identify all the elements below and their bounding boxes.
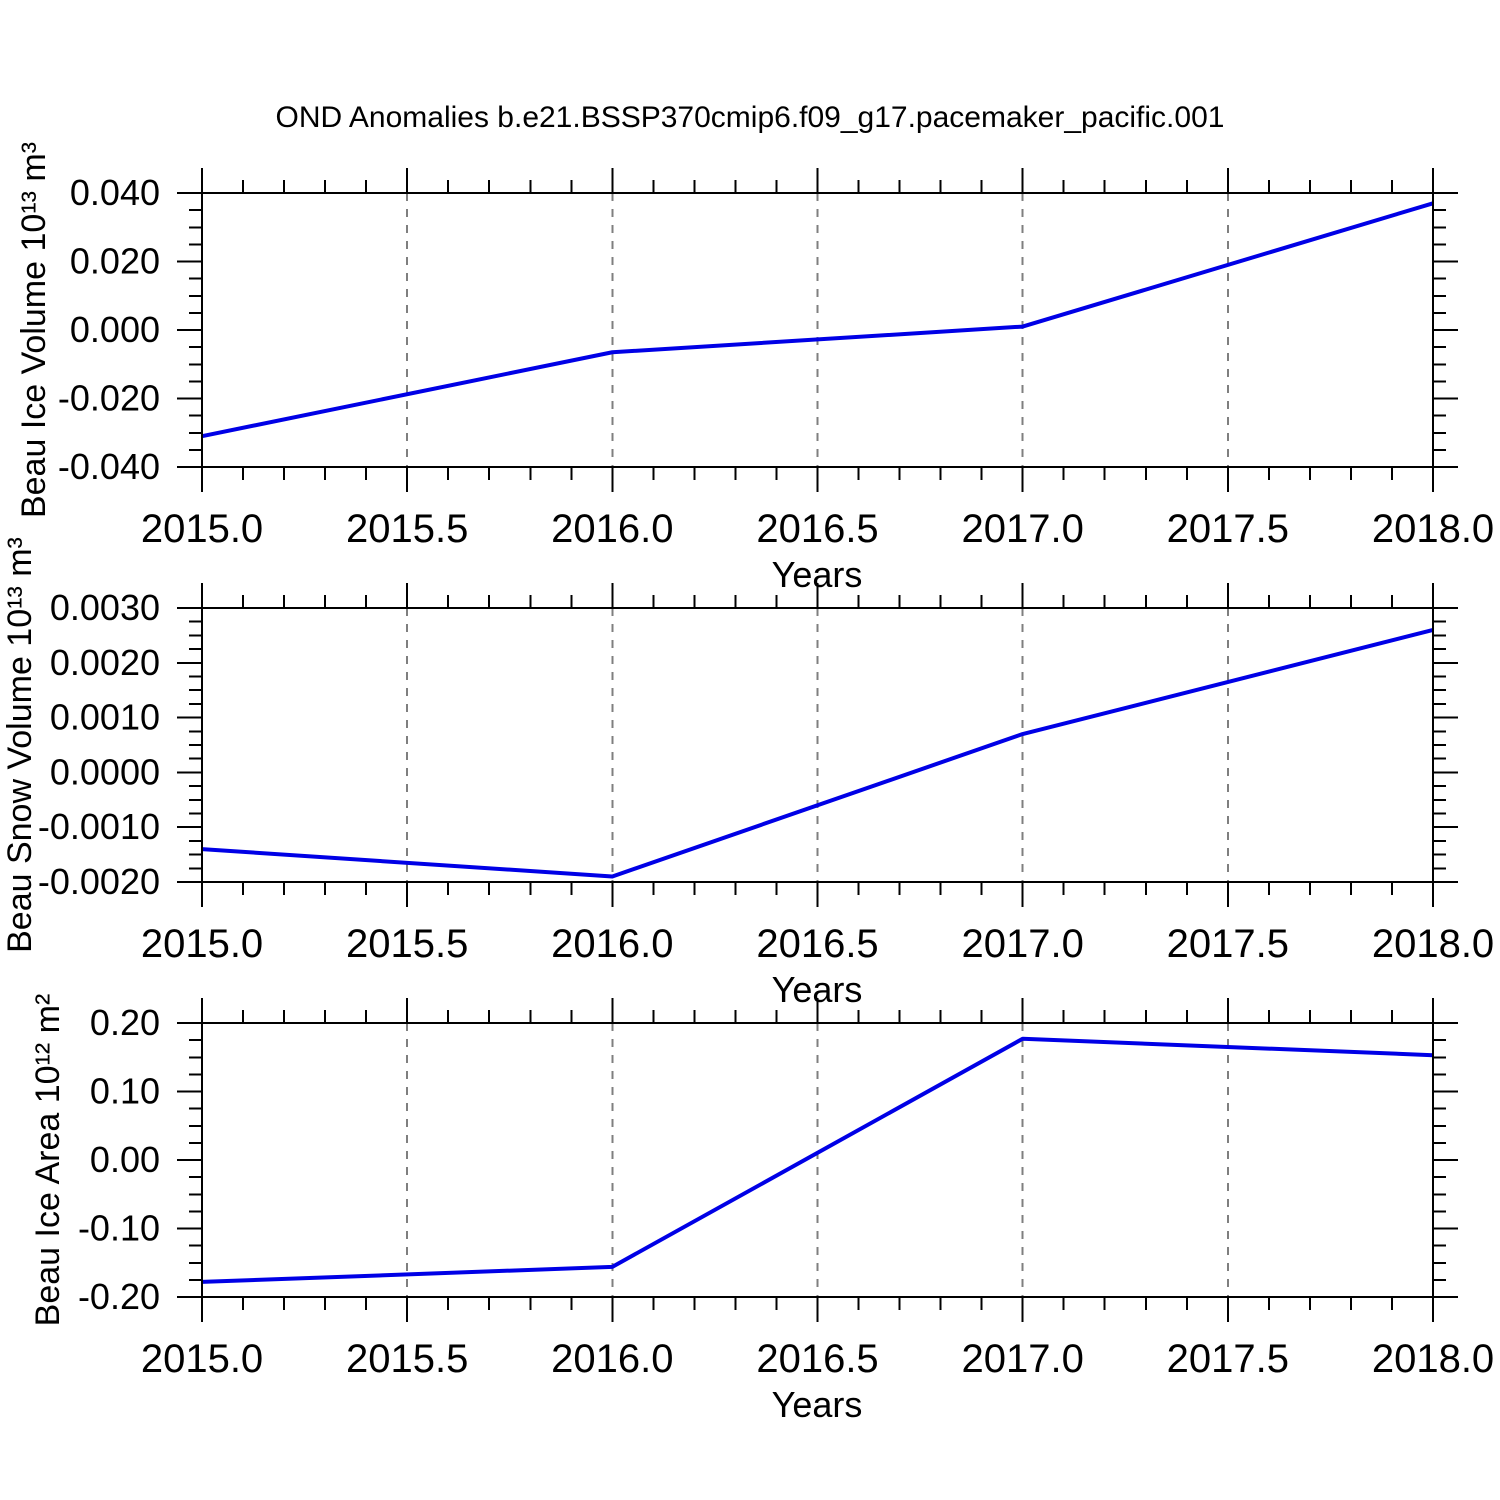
svg-text:-0.0020: -0.0020 xyxy=(38,861,160,902)
data-line xyxy=(201,201,1434,439)
x-tick-labels: 2015.0 2015.5 2016.0 2016.5 2017.0 2017.5 2018… xyxy=(141,922,1494,966)
svg-text:2018.0: 2018.0 xyxy=(1372,507,1494,551)
frame xyxy=(201,1022,1434,1298)
svg-text:0.0030: 0.0030 xyxy=(50,587,160,628)
svg-text:2018.0: 2018.0 xyxy=(1372,1337,1494,1381)
svg-text:2017.5: 2017.5 xyxy=(1167,1337,1289,1381)
y-axis-title-ice-area: Beau Ice Area 10¹² m² xyxy=(29,993,67,1327)
frame xyxy=(201,607,1434,883)
svg-text:0.10: 0.10 xyxy=(90,1071,160,1112)
x-tick-labels: 2015.0 2015.5 2016.0 2016.5 2017.0 2017.5 2018… xyxy=(141,1337,1494,1381)
x-axis-title-3: Years xyxy=(771,1384,863,1425)
svg-text:2017.5: 2017.5 xyxy=(1167,922,1289,966)
svg-text:2015.5: 2015.5 xyxy=(346,1337,468,1381)
y-tick-labels: -0.0020 -0.0010 0.0000 0.0010 0.0020 0.0030 xyxy=(38,587,160,902)
svg-text:2016.5: 2016.5 xyxy=(756,1337,878,1381)
svg-text:2015.0: 2015.0 xyxy=(141,922,263,966)
svg-text:0.020: 0.020 xyxy=(70,241,160,282)
grid-lines xyxy=(406,193,1229,467)
svg-text:-0.040: -0.040 xyxy=(58,446,160,487)
ice-area-chart: -0.20 -0.10 0.00 0.10 0.20 2015.0 2015.5 2016.0… xyxy=(78,998,1494,1381)
ticks xyxy=(177,168,1458,492)
svg-text:2017.0: 2017.0 xyxy=(961,1337,1083,1381)
svg-text:2017.0: 2017.0 xyxy=(961,507,1083,551)
svg-text:0.0000: 0.0000 xyxy=(50,751,160,792)
svg-text:-0.020: -0.020 xyxy=(58,378,160,419)
svg-text:2015.0: 2015.0 xyxy=(141,1337,263,1381)
svg-text:2016.5: 2016.5 xyxy=(756,507,878,551)
grid-lines xyxy=(406,608,1229,882)
data-line xyxy=(201,1036,1434,1284)
svg-text:2016.5: 2016.5 xyxy=(756,922,878,966)
frame xyxy=(201,192,1434,468)
svg-text:0.00: 0.00 xyxy=(90,1139,160,1180)
svg-text:2015.5: 2015.5 xyxy=(346,507,468,551)
x-tick-labels: 2015.0 2015.5 2016.0 2016.5 2017.0 2017.5 2018… xyxy=(141,507,1494,551)
svg-text:2016.0: 2016.0 xyxy=(551,507,673,551)
ticks xyxy=(177,583,1458,907)
y-tick-labels: -0.040 -0.020 0.000 0.020 0.040 xyxy=(58,172,160,487)
x-axis-title-1: Years xyxy=(771,554,863,595)
svg-text:0.000: 0.000 xyxy=(70,309,160,350)
svg-text:-0.0010: -0.0010 xyxy=(38,806,160,847)
svg-text:2018.0: 2018.0 xyxy=(1372,922,1494,966)
data-line xyxy=(201,627,1434,879)
svg-text:2016.0: 2016.0 xyxy=(551,1337,673,1381)
svg-text:-0.20: -0.20 xyxy=(78,1276,160,1317)
svg-text:0.0010: 0.0010 xyxy=(50,697,160,738)
svg-text:0.0020: 0.0020 xyxy=(50,642,160,683)
y-tick-labels: -0.20 -0.10 0.00 0.10 0.20 xyxy=(78,1002,160,1317)
svg-text:2015.5: 2015.5 xyxy=(346,922,468,966)
svg-text:2015.0: 2015.0 xyxy=(141,507,263,551)
svg-text:2017.5: 2017.5 xyxy=(1167,507,1289,551)
plot-title: OND Anomalies b.e21.BSSP370cmip6.f09_g17… xyxy=(275,101,1225,134)
svg-text:2016.0: 2016.0 xyxy=(551,922,673,966)
grid-lines xyxy=(406,1023,1229,1297)
svg-text:2017.0: 2017.0 xyxy=(961,922,1083,966)
svg-text:0.20: 0.20 xyxy=(90,1002,160,1043)
x-axis-title-2: Years xyxy=(771,969,863,1010)
snow-volume-chart: -0.0020 -0.0010 0.0000 0.0010 0.0020 0.0030 20… xyxy=(38,583,1494,966)
svg-text:-0.10: -0.10 xyxy=(78,1208,160,1249)
svg-text:0.040: 0.040 xyxy=(70,172,160,213)
ticks xyxy=(177,998,1458,1322)
